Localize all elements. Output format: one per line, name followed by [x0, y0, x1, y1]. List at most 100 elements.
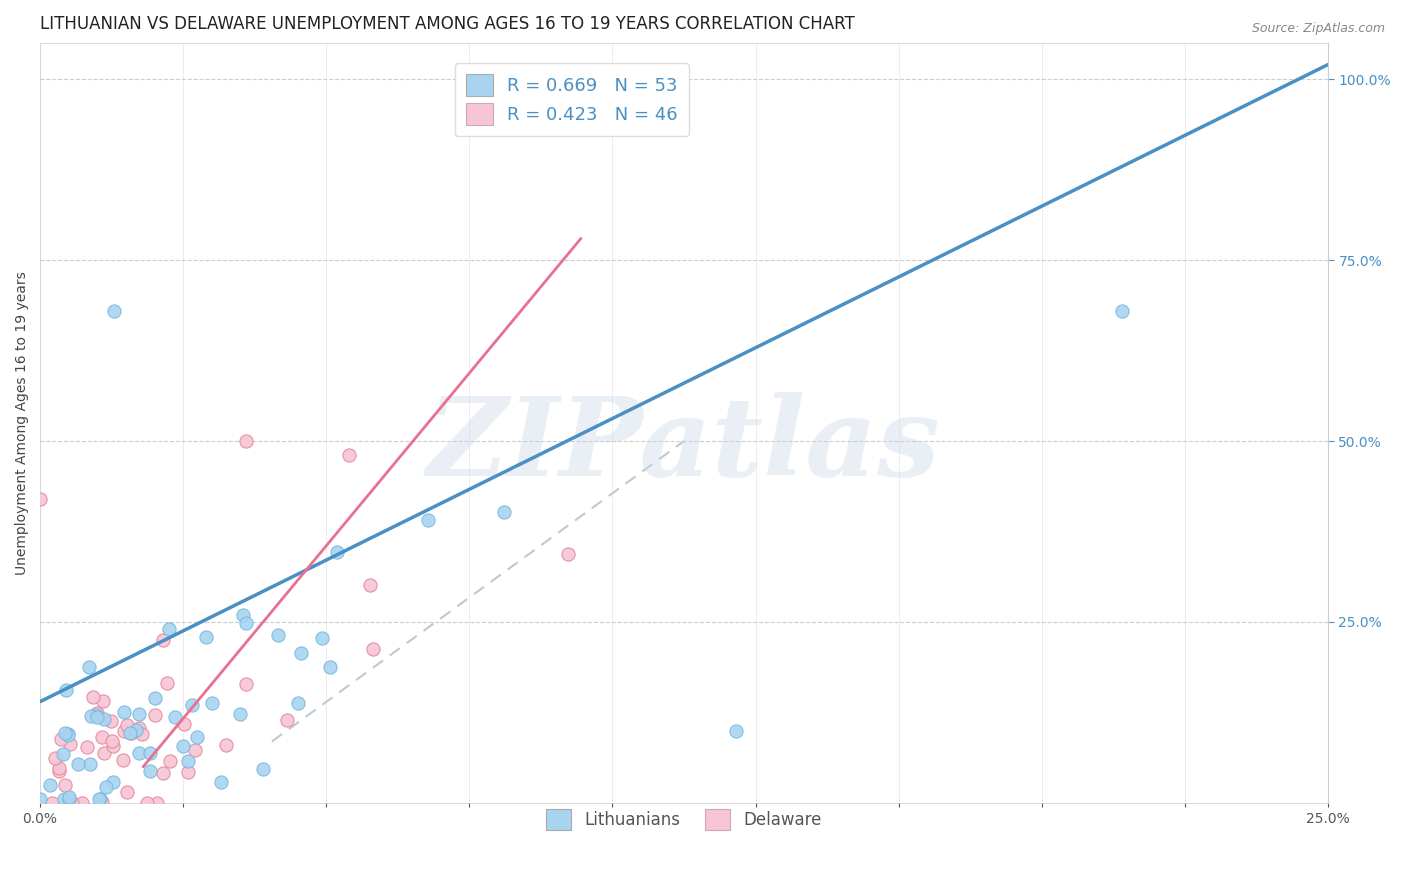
Point [311, 631, 333, 645]
Point [152, 766, 174, 780]
Point [80, 709, 103, 723]
Y-axis label: Unemployment Among Ages 16 to 19 years: Unemployment Among Ages 16 to 19 years [15, 271, 30, 574]
Point [89, 792, 111, 806]
Point [143, 690, 166, 705]
Point [177, 754, 200, 768]
Point [59, 795, 82, 809]
Point [418, 513, 440, 527]
Point [195, 630, 218, 644]
Point [139, 746, 162, 760]
Point [120, 725, 142, 739]
Text: LITHUANIAN VS DELAWARE UNEMPLOYMENT AMONG AGES 16 TO 19 YEARS CORRELATION CHART: LITHUANIAN VS DELAWARE UNEMPLOYMENT AMON… [41, 15, 855, 33]
Point [76, 740, 98, 755]
Point [128, 707, 150, 722]
Point [1111, 303, 1133, 318]
Point [86, 706, 108, 720]
Point [326, 545, 349, 559]
Point [276, 713, 298, 727]
Point [120, 726, 142, 740]
Point [181, 698, 204, 713]
Point [131, 727, 153, 741]
Point [82, 690, 104, 704]
Point [101, 739, 124, 753]
Point [117, 785, 139, 799]
Point [143, 708, 166, 723]
Point [77, 659, 100, 673]
Point [157, 622, 180, 636]
Point [359, 578, 381, 592]
Point [89, 792, 111, 806]
Point [41, 796, 63, 810]
Point [56, 727, 79, 741]
Point [235, 677, 257, 691]
Point [93, 712, 115, 726]
Point [492, 505, 515, 519]
Point [184, 743, 207, 757]
Point [229, 706, 252, 721]
Point [156, 675, 179, 690]
Point [30, 792, 52, 806]
Point [172, 739, 194, 753]
Point [79, 756, 101, 771]
Point [112, 724, 135, 739]
Point [152, 633, 174, 648]
Point [67, 757, 90, 772]
Point [48, 764, 70, 778]
Point [48, 761, 70, 775]
Point [86, 709, 108, 723]
Point [146, 796, 169, 810]
Point [252, 763, 274, 777]
Point [52, 747, 75, 761]
Point [215, 738, 238, 752]
Text: ZIPatlas: ZIPatlas [427, 392, 941, 500]
Point [58, 792, 80, 806]
Point [39, 778, 62, 792]
Point [232, 607, 254, 622]
Point [103, 303, 125, 318]
Point [319, 660, 342, 674]
Point [44, 750, 66, 764]
Point [53, 778, 76, 792]
Point [159, 755, 181, 769]
Point [557, 547, 579, 561]
Point [112, 752, 135, 766]
Point [90, 730, 112, 744]
Point [209, 775, 232, 789]
Point [201, 697, 224, 711]
Point [724, 723, 747, 738]
Point [96, 780, 118, 795]
Point [91, 694, 114, 708]
Point [235, 615, 257, 630]
Point [84, 707, 107, 722]
Point [93, 746, 115, 760]
Legend: Lithuanians, Delaware: Lithuanians, Delaware [540, 803, 828, 837]
Point [267, 628, 290, 642]
Point [186, 730, 208, 744]
Point [112, 706, 135, 720]
Point [55, 683, 77, 698]
Point [163, 709, 186, 723]
Point [125, 723, 148, 737]
Point [30, 491, 52, 506]
Point [290, 647, 312, 661]
Point [56, 728, 79, 742]
Text: Source: ZipAtlas.com: Source: ZipAtlas.com [1251, 22, 1385, 36]
Point [173, 716, 195, 731]
Point [70, 796, 93, 810]
Point [361, 642, 384, 657]
Point [287, 696, 309, 710]
Point [235, 434, 257, 448]
Point [128, 722, 150, 736]
Point [90, 795, 112, 809]
Point [60, 796, 83, 810]
Point [115, 718, 138, 732]
Point [177, 765, 200, 780]
Point [58, 790, 80, 805]
Point [100, 734, 122, 748]
Point [53, 726, 76, 740]
Point [101, 775, 124, 789]
Point [51, 732, 73, 747]
Point [100, 714, 122, 728]
Point [337, 449, 360, 463]
Point [59, 737, 82, 751]
